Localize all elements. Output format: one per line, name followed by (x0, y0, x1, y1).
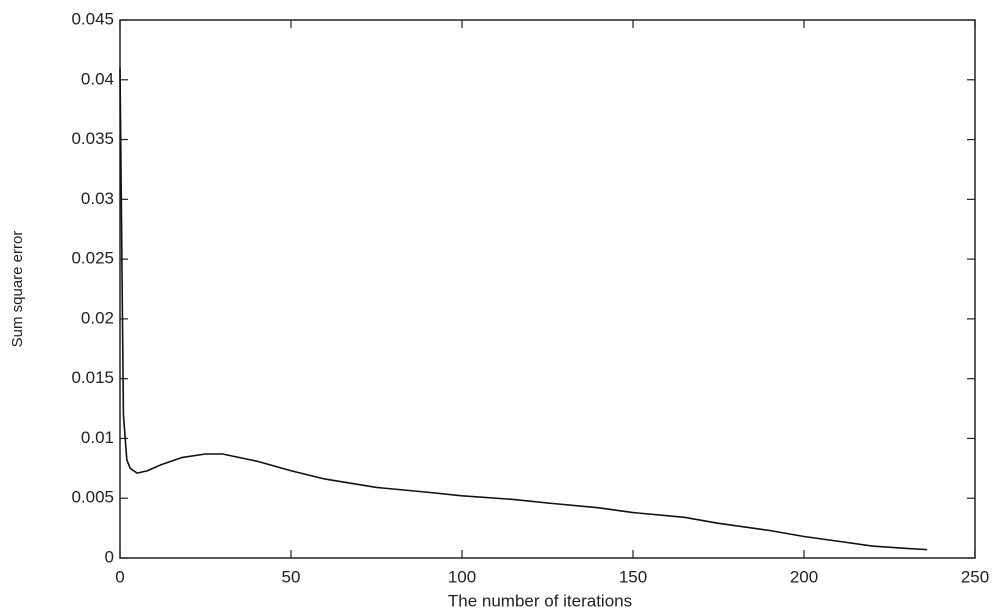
y-tick-label: 0.025 (71, 249, 114, 268)
x-tick-label: 50 (282, 567, 301, 586)
y-tick-label: 0.01 (81, 428, 114, 447)
y-tick-label: 0.035 (71, 129, 114, 148)
y-tick-label: 0.03 (81, 189, 114, 208)
y-tick-label: 0.005 (71, 488, 114, 507)
y-tick-label: 0.015 (71, 368, 114, 387)
x-tick-label: 200 (790, 567, 818, 586)
y-axis-label: Sum square error (9, 231, 26, 348)
y-tick-label: 0.02 (81, 308, 114, 327)
plot-frame (119, 19, 976, 559)
y-tick-label: 0 (105, 547, 114, 566)
y-tick-label: 0.04 (81, 69, 114, 88)
x-tick-label: 250 (961, 567, 989, 586)
x-tick-label: 100 (448, 567, 476, 586)
data-line (119, 67, 928, 551)
x-tick-label: 0 (115, 567, 124, 586)
y-tick-label: 0.045 (71, 9, 114, 28)
x-axis-label: The number of iterations (448, 591, 632, 610)
x-tick-label: 150 (619, 567, 647, 586)
